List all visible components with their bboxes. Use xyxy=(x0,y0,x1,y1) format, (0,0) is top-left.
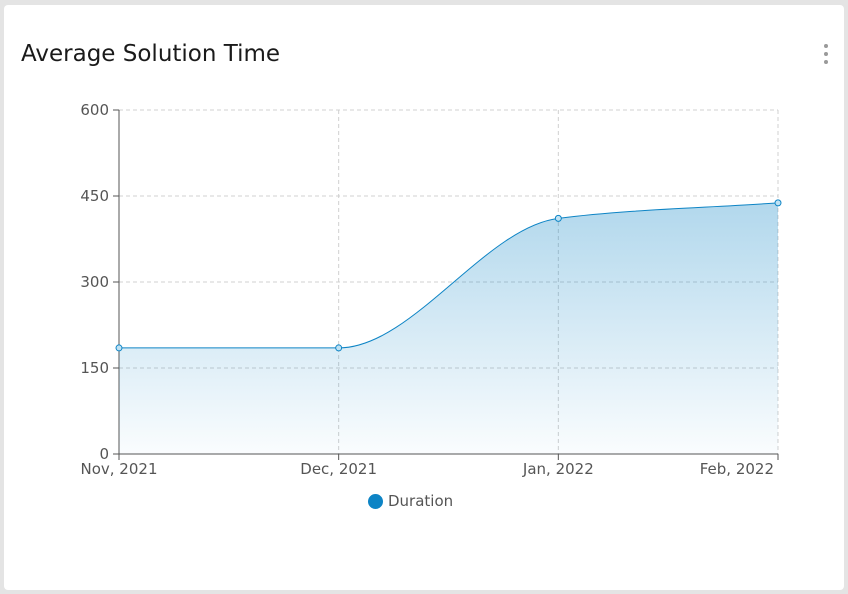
data-point xyxy=(335,344,343,352)
x-tick-label: Feb, 2022 xyxy=(700,460,774,478)
x-tick-label: Dec, 2021 xyxy=(300,460,377,478)
y-tick-label: 450 xyxy=(80,187,109,205)
y-tick-label: 600 xyxy=(80,101,109,119)
y-tick-label: 300 xyxy=(80,273,109,291)
series-line-duration xyxy=(118,202,779,349)
data-point xyxy=(554,214,562,222)
more-vertical-icon[interactable] xyxy=(820,43,832,69)
y-tick-label: 0 xyxy=(99,445,109,463)
chart-tick-labels: 0 150 300 450 600 Nov, 2021 Dec, 2021 Jan, 2022… xyxy=(80,101,774,478)
card-title: Average Solution Time xyxy=(21,41,281,67)
legend-marker xyxy=(368,493,383,509)
y-tick-label: 150 xyxy=(80,359,109,377)
chart-series xyxy=(115,199,782,454)
legend-label: Duration xyxy=(388,492,454,510)
chart-legend-item-duration[interactable]: Duration xyxy=(368,490,453,512)
x-tick-label: Jan, 2022 xyxy=(522,460,594,478)
data-point xyxy=(115,344,123,352)
x-tick-label: Nov, 2021 xyxy=(81,460,158,478)
data-point xyxy=(774,199,782,207)
series-area-duration xyxy=(119,202,778,454)
